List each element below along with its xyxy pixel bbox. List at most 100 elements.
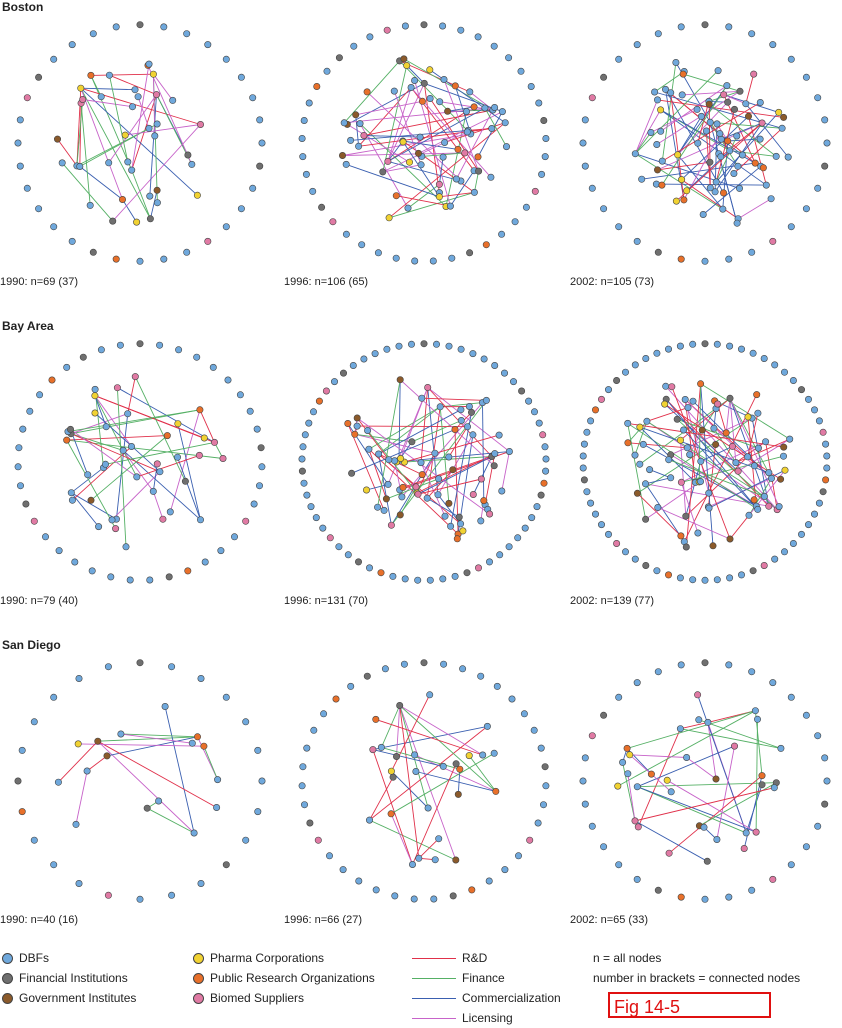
dbf-node <box>36 392 42 398</box>
dbf-node <box>299 456 305 462</box>
dbf-node <box>359 242 365 248</box>
dbf-node <box>231 534 237 540</box>
dbf-node <box>106 72 112 78</box>
dbf-node <box>147 193 153 199</box>
dbf-node <box>491 43 497 49</box>
dbf-node <box>402 576 408 582</box>
dbf-node <box>501 370 507 376</box>
dbf-node <box>299 135 305 141</box>
dbf-node <box>702 577 708 583</box>
pro-node <box>760 165 766 171</box>
dbf-node <box>381 507 387 513</box>
financial-node <box>600 74 606 80</box>
dbf-node <box>146 125 152 131</box>
dbf-node <box>366 565 372 571</box>
financial-node <box>336 55 342 61</box>
dbf-node <box>752 708 758 714</box>
financial-node <box>390 774 396 780</box>
pro-node <box>316 398 322 404</box>
pro-node <box>648 771 654 777</box>
dbf-node <box>700 211 706 217</box>
dbf-node <box>128 443 134 449</box>
financial-node <box>468 409 474 415</box>
pro-node <box>483 242 489 248</box>
dbf-node <box>598 521 604 527</box>
financial-node <box>299 468 305 474</box>
dbf-node <box>214 776 220 782</box>
dbf-node <box>580 778 586 784</box>
financial-node <box>491 463 497 469</box>
dbf-node <box>382 666 388 672</box>
dbf-node <box>299 783 305 789</box>
dbf-node <box>600 206 606 212</box>
dbf-node <box>431 896 437 902</box>
dbf-node <box>605 386 611 392</box>
legend-item-pharma: Pharma Corporations <box>193 948 375 968</box>
dbf-node <box>772 556 778 562</box>
dbf-node <box>734 220 740 226</box>
dbf-node <box>191 830 197 836</box>
licensing-tie <box>400 706 456 861</box>
pro-node <box>592 407 598 413</box>
dbf-node <box>310 409 316 415</box>
dbf-node <box>134 474 140 480</box>
dbf-node <box>311 727 317 733</box>
dbf-node <box>331 378 337 384</box>
dbf-node <box>738 346 744 352</box>
government-node <box>104 753 110 759</box>
dbf-node <box>396 343 402 349</box>
pro-node <box>754 391 760 397</box>
dbf-node <box>95 523 101 529</box>
dbf-node <box>632 362 638 368</box>
network-graph <box>570 651 840 911</box>
dbf-node <box>824 465 830 471</box>
dbf-node <box>408 84 414 90</box>
dbf-node <box>580 140 586 146</box>
licensing-tie <box>81 88 123 199</box>
government-node <box>654 167 660 173</box>
dbf-node <box>150 488 156 494</box>
dbf-node <box>250 95 256 101</box>
pro-node <box>364 89 370 95</box>
network-graph <box>284 651 564 911</box>
dbf-node <box>442 513 448 519</box>
government-node <box>710 543 716 549</box>
pro-node <box>678 533 684 539</box>
biomed-node <box>478 476 484 482</box>
dbf-node <box>822 755 828 761</box>
dbf-node <box>170 97 176 103</box>
financial-node <box>581 477 587 483</box>
pro-node <box>388 811 394 817</box>
dbf-node <box>518 68 524 74</box>
dbf-node <box>113 24 119 30</box>
biomed-node <box>154 461 160 467</box>
financial-node <box>702 660 708 666</box>
dbf-node <box>259 778 265 784</box>
dbf-node <box>439 23 445 29</box>
biomed-node <box>475 565 481 571</box>
dbf-node <box>665 346 671 352</box>
commercialization-tie <box>81 88 135 90</box>
biomed-node <box>753 829 759 835</box>
pharma-node <box>657 107 663 113</box>
government-node <box>415 150 421 156</box>
pharma-node <box>466 752 472 758</box>
dbf-node <box>634 679 640 685</box>
network-graph <box>284 13 564 273</box>
pharma-node <box>664 777 670 783</box>
dbf-node <box>440 154 446 160</box>
dbf-node <box>528 83 534 89</box>
dbf-node <box>98 347 104 353</box>
dbf-node <box>582 755 588 761</box>
biomed-node <box>741 845 747 851</box>
legend-label: Government Institutes <box>19 991 136 1005</box>
government-node-icon <box>2 993 13 1004</box>
dbf-node <box>515 535 521 541</box>
pharma-node-icon <box>193 953 204 964</box>
dbf-node <box>69 238 75 244</box>
dbf-node <box>499 108 505 114</box>
dbf-node <box>751 463 757 469</box>
pro-node <box>624 745 630 751</box>
dbf-node <box>705 719 711 725</box>
biomed-node <box>714 401 720 407</box>
